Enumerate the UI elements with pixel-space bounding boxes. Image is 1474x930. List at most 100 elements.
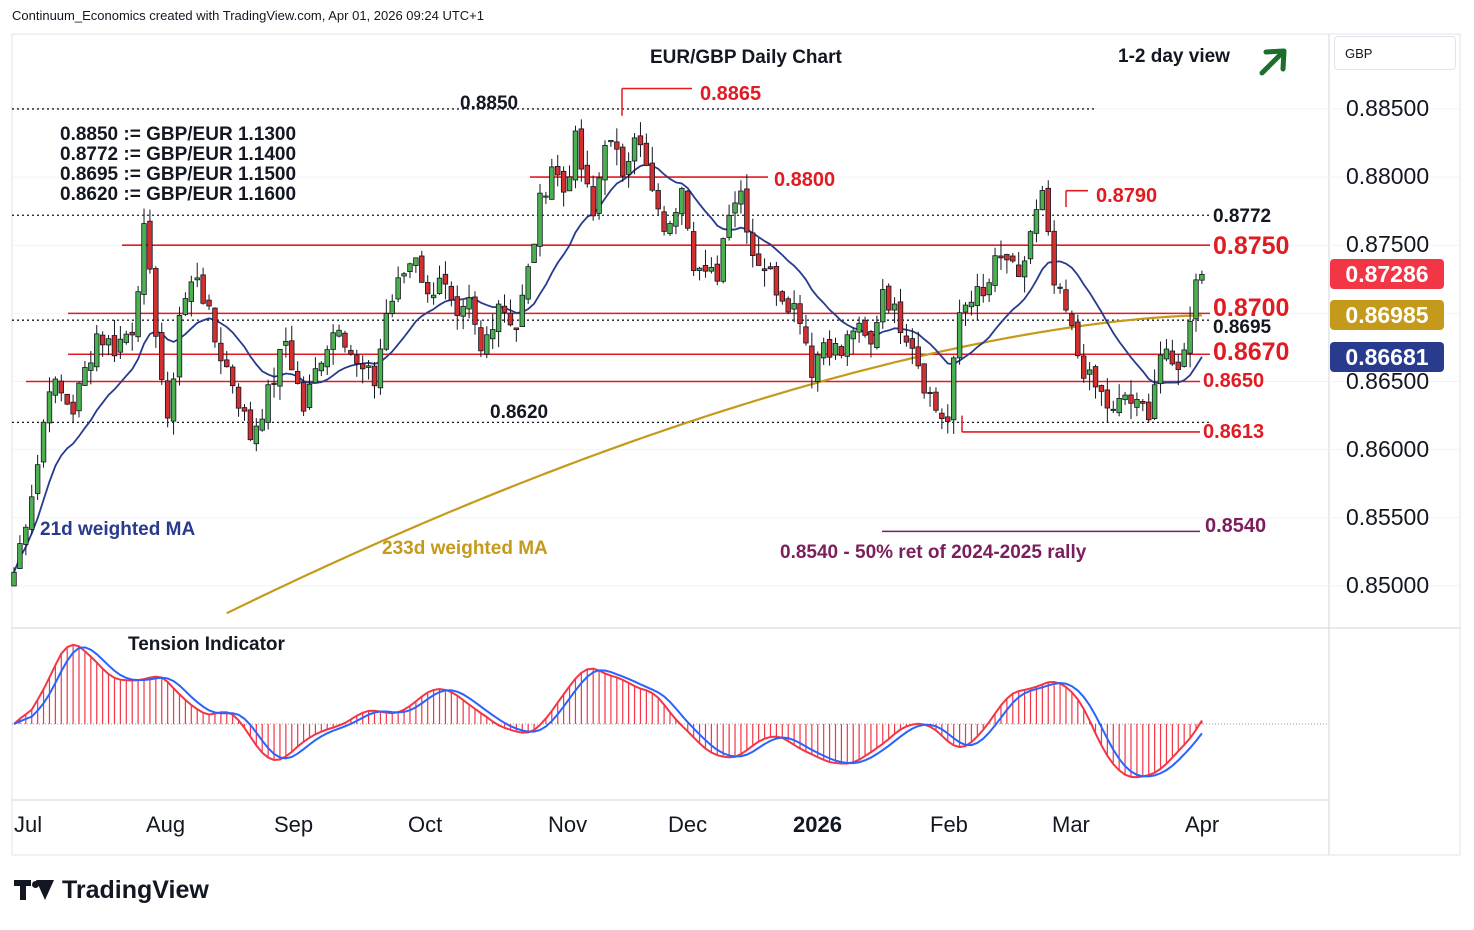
candle-body <box>779 291 785 302</box>
x-tick-label: Oct <box>408 812 442 837</box>
candle-body <box>620 146 626 177</box>
candle-body <box>135 291 141 338</box>
candle-body <box>29 496 35 530</box>
candle-body <box>885 285 892 311</box>
candle-body <box>466 297 472 310</box>
candle-body <box>903 335 910 343</box>
candle-body <box>94 333 100 368</box>
candle-body <box>1010 255 1016 262</box>
wma233-label: 233d weighted MA <box>382 538 548 559</box>
x-tick-label: Dec <box>668 812 707 837</box>
candle-body <box>555 165 561 176</box>
candle-body <box>1116 398 1122 414</box>
price-tick-label: 0.85000 <box>1346 571 1430 598</box>
candle-body <box>159 332 165 380</box>
tradingview-brand[interactable]: TradingView <box>14 876 209 905</box>
currency-selector[interactable]: GBP <box>1334 36 1456 70</box>
candle-body <box>1193 279 1199 320</box>
candle-body <box>241 407 248 412</box>
x-tick-label: Feb <box>930 812 968 837</box>
label-0.8613: 0.8613 <box>1203 421 1264 443</box>
candle-body <box>1069 313 1075 327</box>
candle-body <box>708 267 715 272</box>
candle-body <box>371 365 378 387</box>
candle-body <box>247 409 254 441</box>
candle-body <box>1092 366 1099 388</box>
arrow-shaft <box>1259 50 1285 76</box>
candle-body <box>123 333 129 343</box>
candle-body <box>11 571 17 587</box>
candle-body <box>52 378 59 396</box>
candle-body <box>129 331 135 336</box>
wma21-line <box>13 163 1203 573</box>
candle-body <box>454 296 460 316</box>
candle-body <box>939 412 945 419</box>
candle-body <box>507 312 514 326</box>
candle-body <box>986 282 992 296</box>
candle-body <box>891 303 898 311</box>
candle-body <box>495 303 502 333</box>
candle-body <box>820 342 827 359</box>
candle-body <box>1051 230 1057 286</box>
candle-body <box>419 255 425 283</box>
candle-body <box>868 331 874 345</box>
candle-body <box>797 303 803 324</box>
candle-body <box>460 305 466 317</box>
candle-body <box>253 425 260 445</box>
up-arrow-icon <box>1259 48 1287 76</box>
candle-body <box>537 192 543 247</box>
candle-body <box>897 301 904 334</box>
candle-body <box>596 177 602 214</box>
candle-body <box>667 223 673 234</box>
candle-body <box>1004 253 1010 261</box>
conversion-label: 0.8772 := GBP/EUR 1.1400 <box>60 144 296 165</box>
candle-body <box>761 268 768 272</box>
candle-body <box>324 349 330 368</box>
candle-body <box>809 345 815 378</box>
price-tick-label: 0.88000 <box>1346 163 1430 190</box>
candle-body <box>614 141 620 150</box>
candle-body <box>88 362 94 371</box>
candle-body <box>874 322 880 348</box>
wma21-label: 21d weighted MA <box>40 519 195 540</box>
x-tick-label: Nov <box>548 812 587 837</box>
candle-body <box>424 281 431 295</box>
candle-body <box>785 298 791 313</box>
price-tick-label: 0.88500 <box>1346 94 1430 121</box>
candle-body <box>602 145 608 181</box>
candle-body <box>1151 384 1158 419</box>
candle-body <box>826 339 833 358</box>
candle-body <box>744 188 750 233</box>
label-0.8540: 0.8540 <box>1205 515 1266 537</box>
candle-body <box>117 338 124 353</box>
candle-body <box>921 363 927 394</box>
candle-body <box>714 263 720 282</box>
candle-body <box>549 166 555 200</box>
candle-body <box>413 257 419 266</box>
candle-body <box>300 382 307 412</box>
candle-body <box>525 266 531 300</box>
candle-body <box>862 319 868 336</box>
candle-body <box>348 349 354 355</box>
x-tick-label: Sep <box>274 812 313 837</box>
chart-title: EUR/GBP Daily Chart <box>650 47 842 68</box>
candle-body <box>732 202 738 214</box>
candle-body <box>153 268 159 337</box>
candle-body <box>1063 289 1069 311</box>
candle-body <box>76 382 82 412</box>
candle-body <box>702 264 709 272</box>
candle-body <box>1098 385 1105 392</box>
candle-body <box>1146 401 1152 421</box>
candle-body <box>962 304 969 313</box>
candle-body <box>685 190 691 229</box>
conversion-label: 0.8620 := GBP/EUR 1.1600 <box>60 184 296 205</box>
x-tick-label: Jul <box>14 812 42 837</box>
candle-body <box>543 195 549 198</box>
label-0.8790: 0.8790 <box>1096 185 1157 207</box>
candle-body <box>832 343 839 356</box>
tension-signal-line <box>13 646 1203 778</box>
chart-credit: Continuum_Economics created with Trading… <box>12 8 484 23</box>
candle-body <box>306 383 313 408</box>
price-tick-label: 0.86000 <box>1346 435 1430 462</box>
